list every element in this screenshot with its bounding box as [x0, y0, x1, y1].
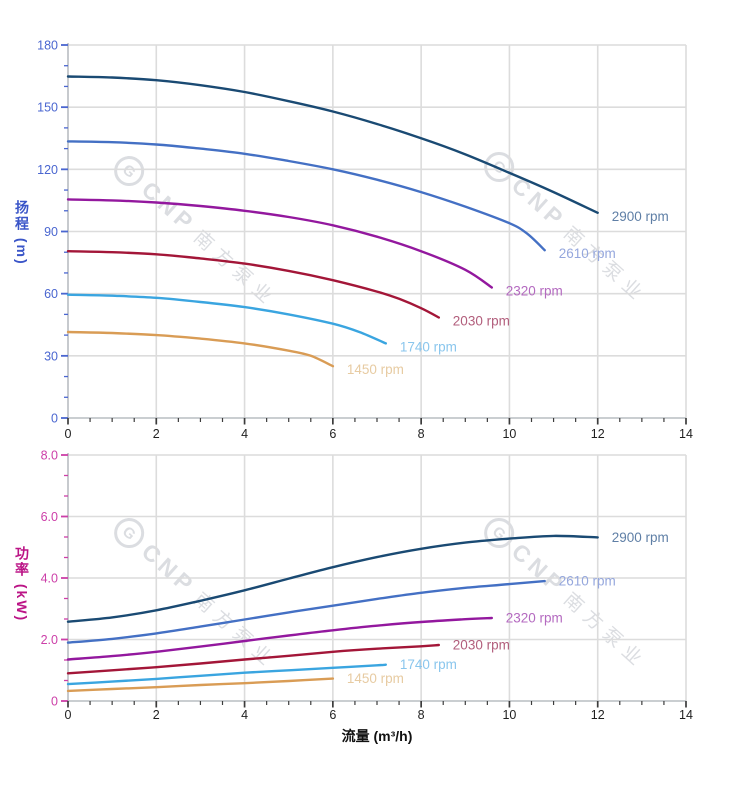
- x-tick-label: 4: [241, 427, 248, 441]
- curve-label-2320-rpm: 2320 rpm: [506, 283, 563, 298]
- y-tick-label: 30: [44, 349, 58, 363]
- curve-label-2610-rpm: 2610 rpm: [559, 574, 616, 589]
- curve-1450-rpm: [66, 330, 335, 368]
- x-tick-label: 6: [329, 708, 336, 722]
- curve-2030-rpm: [66, 643, 440, 675]
- y-tick-label: 2.0: [41, 633, 58, 647]
- y-tick-label: 8.0: [41, 449, 58, 463]
- x-tick-label: 4: [241, 708, 248, 722]
- x-tick-label: 10: [502, 427, 516, 441]
- y-tick-label: 120: [37, 163, 58, 177]
- y-tick-label: 0: [51, 695, 58, 709]
- curve-label-2030-rpm: 2030 rpm: [453, 313, 510, 328]
- x-tick-label: 12: [591, 708, 605, 722]
- x-tick-label: 2: [153, 427, 160, 441]
- y-tick-label: 60: [44, 287, 58, 301]
- y-tick-label: 90: [44, 225, 58, 239]
- x-tick-label: 8: [418, 427, 425, 441]
- curve-2320-rpm: [66, 198, 493, 289]
- curve-2900-rpm: [66, 534, 599, 623]
- flow-axis-title: 流量 (m³/h): [341, 728, 413, 744]
- y-tick-label: 4.0: [41, 572, 58, 586]
- x-tick-label: 0: [65, 708, 72, 722]
- x-tick-label: 2: [153, 708, 160, 722]
- chart-power: 0 2.0 4.0 6.0 8.0 0 2 4 6 8 10 12 14 2900 rpm 2610 rpm…: [41, 449, 693, 723]
- curve-2610-rpm: [66, 140, 546, 252]
- x-tick-label: 14: [679, 427, 693, 441]
- curve-label-1450-rpm: 1450 rpm: [347, 671, 404, 686]
- power-axis-title: 功率 (kW): [14, 546, 30, 623]
- curve-2610-rpm: [66, 579, 546, 644]
- head-axis-title: 扬程 (m): [14, 200, 30, 266]
- curve-label-1740-rpm: 1740 rpm: [400, 657, 457, 672]
- curve-label-2320-rpm: 2320 rpm: [506, 610, 563, 625]
- curve-1740-rpm: [66, 663, 387, 686]
- y-tick-label: 0: [51, 412, 58, 426]
- curve-2320-rpm: [66, 616, 493, 661]
- curve-1740-rpm: [66, 293, 387, 345]
- curve-label-2030-rpm: 2030 rpm: [453, 638, 510, 653]
- y-tick-label: 150: [37, 101, 58, 115]
- curve-1450-rpm: [66, 677, 335, 693]
- curve-label-1450-rpm: 1450 rpm: [347, 362, 404, 377]
- y-tick-label: 180: [37, 39, 58, 53]
- x-tick-label: 6: [329, 427, 336, 441]
- curve-label-1740-rpm: 1740 rpm: [400, 339, 457, 354]
- x-tick-label: 14: [679, 708, 693, 722]
- curve-2030-rpm: [66, 250, 440, 319]
- x-tick-label: 8: [418, 708, 425, 722]
- y-tick-label: 6.0: [41, 510, 58, 524]
- chart-head: 0 30 60 90 120 150 180 0 2 4 6 8 10 12 14 2900 rpm 2610 …: [37, 39, 693, 442]
- curve-label-2610-rpm: 2610 rpm: [559, 246, 616, 261]
- x-tick-label: 10: [502, 708, 516, 722]
- x-tick-label: 0: [65, 427, 72, 441]
- curve-label-2900-rpm: 2900 rpm: [612, 209, 669, 224]
- curve-2900-rpm: [66, 75, 599, 214]
- curve-label-2900-rpm: 2900 rpm: [612, 530, 669, 545]
- x-tick-label: 12: [591, 427, 605, 441]
